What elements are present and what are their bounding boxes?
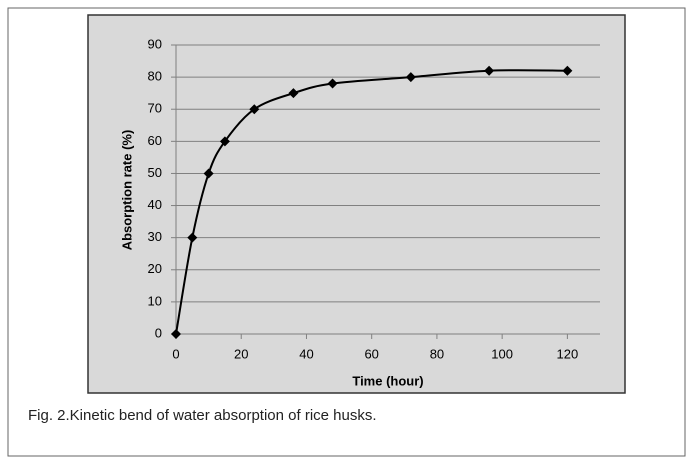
y-tick-label: 20 — [148, 261, 162, 276]
y-tick-label: 80 — [148, 69, 162, 84]
x-axis-label: Time (hour) — [352, 373, 423, 388]
y-tick-label: 70 — [148, 101, 162, 116]
marker — [249, 104, 260, 115]
series-line — [175, 69, 568, 335]
y-tick-label: 50 — [148, 165, 162, 180]
marker — [405, 72, 416, 83]
x-tick-label: 80 — [430, 346, 444, 361]
x-tick-label: 100 — [491, 346, 513, 361]
marker — [203, 168, 214, 179]
x-tick-label: 60 — [364, 346, 378, 361]
y-axis-label: Absorption rate (%) — [119, 130, 134, 251]
chart-area — [87, 14, 626, 394]
marker — [219, 136, 230, 147]
y-tick-label: 10 — [148, 293, 162, 308]
marker — [327, 78, 338, 89]
x-tick-label: 20 — [234, 346, 248, 361]
y-tick-label: 90 — [148, 36, 162, 51]
y-tick-label: 0 — [155, 325, 162, 340]
y-tick-label: 60 — [148, 133, 162, 148]
x-tick-label: 0 — [172, 346, 179, 361]
caption: Fig. 2.Kinetic bend of water absorption … — [28, 407, 377, 424]
marker — [562, 65, 573, 76]
marker — [187, 232, 198, 243]
marker — [484, 65, 495, 76]
x-tick-label: 40 — [299, 346, 313, 361]
marker — [288, 88, 299, 99]
marker — [171, 329, 181, 339]
y-tick-label: 30 — [148, 229, 162, 244]
y-tick-label: 40 — [148, 197, 162, 212]
x-tick-label: 120 — [557, 346, 579, 361]
